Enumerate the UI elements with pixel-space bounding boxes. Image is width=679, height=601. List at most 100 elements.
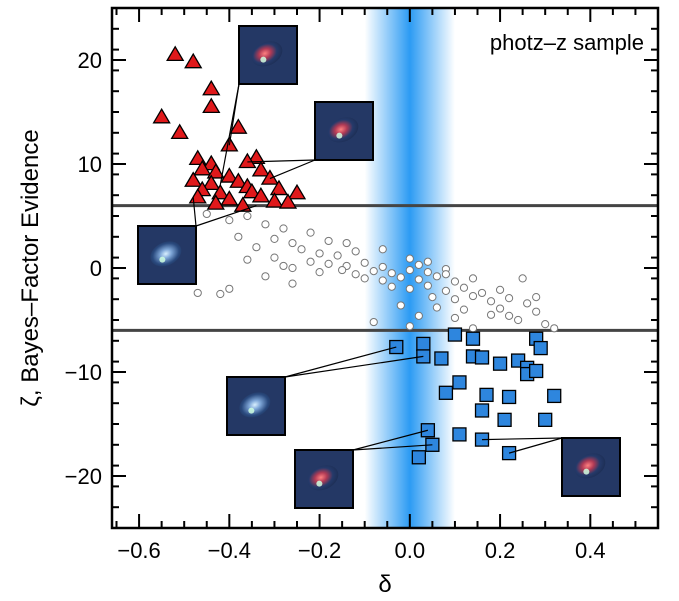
triangle-point [202,97,221,114]
circle-point [450,313,460,323]
triangle-point [170,123,189,140]
x-tick-label: −0.2 [298,538,341,563]
square-point [533,340,548,356]
circle-point [396,273,405,282]
inset-bottom-middle [294,449,354,509]
x-tick-label: −0.4 [208,538,251,563]
circle-point [486,297,496,306]
square-point [474,403,490,418]
circle-point [405,322,414,331]
inset-connector [247,159,316,163]
sample-annotation: photz–z sample [490,30,644,55]
circle-point [279,261,288,271]
triangle-point [251,186,271,203]
circle-point [270,234,279,243]
square-point [497,412,512,427]
circle-point [252,243,261,252]
circle-point [306,228,315,237]
circle-point [405,254,414,263]
inset-top-right [314,101,374,161]
square-point [538,412,553,427]
circle-point [279,224,288,233]
x-tick-label: 0.2 [485,538,516,563]
inset-bottom-right [561,437,621,497]
inset-connector [284,355,424,378]
square-point [474,350,490,365]
circle-point [514,315,523,325]
square-point [434,351,449,366]
circle-point [414,260,423,269]
circle-point [459,283,469,292]
circle-point [225,216,234,225]
circle-point [468,274,478,283]
circle-point [360,258,369,267]
square-point [501,389,517,405]
triangle-point [184,52,203,69]
square-point [465,331,481,346]
circle-point [369,267,378,276]
square-point [452,427,467,442]
y-tick-label: −20 [65,464,102,489]
triangle-point [233,196,252,212]
triangle-point [269,179,289,196]
circle-point [288,279,297,288]
y-tick-label: −10 [65,360,102,385]
circle-point [468,291,478,301]
triangle-point [206,194,225,210]
y-tick-label: 10 [78,152,102,177]
circle-point [378,245,387,254]
circle-point [243,211,252,221]
circle-point [423,281,432,290]
y-tick-label: 0 [90,256,102,281]
inset-connector [192,197,197,227]
x-tick-label: −0.6 [117,538,160,563]
triangle-point [247,148,266,165]
square-point [479,387,494,403]
circle-point [450,277,460,286]
circle-point [428,293,437,302]
triangle-point [265,192,284,208]
circle-point [396,301,405,310]
circle-point [202,209,211,219]
circle-point [297,245,306,254]
inset-connector [219,83,240,185]
circle-point [423,268,432,277]
circle-point [495,285,505,294]
triangle-point [229,172,248,188]
triangle-point [251,160,271,177]
circle-point [261,220,270,229]
square-point [411,450,426,465]
inset-connector [269,159,316,180]
circle-point [261,272,270,281]
circle-point [351,270,360,279]
triangle-point [202,174,221,191]
circle-point [423,257,432,266]
circle-point [288,238,297,248]
circle-point [459,305,469,314]
circle-point [288,263,297,273]
circle-point [243,255,252,264]
circle-point [414,275,423,284]
square-point [547,388,562,404]
circle-point [387,282,396,291]
circle-point [532,293,541,302]
circle-point [378,276,387,285]
triangle-point [229,118,248,134]
inset-connector [508,437,563,454]
circle-point [405,265,414,275]
inset-connector [482,437,563,441]
square-point [447,327,463,342]
circle-point [450,295,460,304]
square-point [529,363,544,379]
circle-point [486,310,496,319]
circle-point [523,299,532,308]
circle-point [315,268,324,277]
triangle-point [184,171,203,187]
circle-point [504,311,514,320]
circle-point [342,238,351,248]
triangle-point [242,182,262,199]
circle-point [550,324,559,333]
circle-point [193,288,202,298]
circle-point [324,236,333,246]
